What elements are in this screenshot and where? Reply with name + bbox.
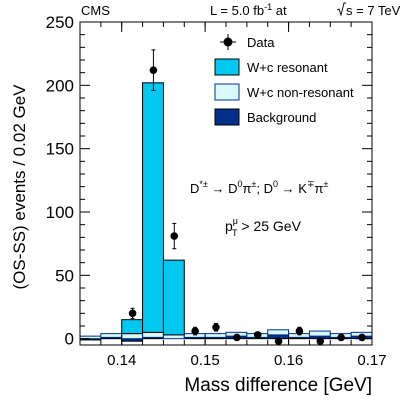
decay-d0-sup: 0 <box>237 179 242 189</box>
lumi-exponent: -1 <box>264 2 272 12</box>
data-point-3 <box>191 327 199 335</box>
y-tick-label-3: 150 <box>46 140 74 159</box>
data-point-9 <box>316 337 325 346</box>
decay-d-star: D <box>190 181 199 196</box>
bar-w-c-non-resonant-3 <box>142 331 164 338</box>
decay-pi: π <box>242 181 251 196</box>
pt-sub: T <box>232 228 238 238</box>
decay-pi2-sup: ± <box>324 179 329 189</box>
y-axis-label: (OS-SS) events / 0.02 GeV <box>10 84 29 290</box>
decay-mid: ; D <box>256 181 273 196</box>
legend-background-swatch <box>214 108 240 126</box>
y-tick-label-5: 250 <box>46 13 74 32</box>
bar-w-c-non-resonant-1 <box>100 333 123 338</box>
bar-w-c-non-resonant-6 <box>204 333 227 338</box>
legend-resonant-label: W+c resonant <box>247 60 328 75</box>
decay-d-star-sup: *± <box>199 179 208 189</box>
x-tick-label-1: 0.15 <box>191 352 220 369</box>
data-point-0 <box>128 309 137 318</box>
data-point-6 <box>253 331 262 339</box>
decay-d0b-sup: 0 <box>273 179 278 189</box>
y-tick-label-0: 0 <box>65 330 74 349</box>
bar-w-c-resonant-3 <box>142 82 164 333</box>
bar-w-c-non-resonant-4 <box>162 334 185 340</box>
decay-pi2: π <box>315 181 324 196</box>
decay-arrow-1: → D <box>208 181 238 196</box>
legend-data-marker <box>223 37 233 47</box>
x-axis-label: Mass difference [GeV] <box>184 375 372 396</box>
y-tick-label-1: 50 <box>55 266 74 285</box>
legend-nonresonant-label: W+c non-resonant <box>247 85 354 100</box>
data-point-5 <box>233 333 241 342</box>
bar-w-c-non-resonant-11 <box>308 330 331 337</box>
legend-item-nonresonant: W+c non-resonant <box>214 83 354 101</box>
legend-item-resonant: W+c resonant <box>214 58 328 76</box>
bar-w-c-non-resonant-2 <box>121 333 144 340</box>
x-tick-label-2: 0.16 <box>274 352 303 369</box>
experiment-label: CMS <box>81 3 110 18</box>
y-tick-label-4: 200 <box>46 76 74 95</box>
data-point-4 <box>212 323 220 332</box>
x-tick-label-0: 0.14 <box>107 352 136 369</box>
axis-ticks: 0.14 0.15 0.16 0.17 0 50 100 150 200 250 <box>46 13 387 369</box>
bar-w-c-resonant-4 <box>162 259 185 336</box>
pt-p: p <box>225 218 233 234</box>
data-point-10 <box>337 333 345 342</box>
sqrt-sign-icon <box>336 2 346 17</box>
bar-w-c-non-resonant-9 <box>267 329 290 336</box>
data-point-11 <box>358 333 366 342</box>
data-point-2 <box>170 232 179 240</box>
data-point-1 <box>149 66 158 74</box>
decay-k-sup: ∓ <box>307 179 315 189</box>
pt-cut: > 25 GeV <box>237 218 301 234</box>
x-tick-label-3: 0.17 <box>357 352 386 369</box>
legend: Data W+c resonant W+c non-resonant Backg… <box>214 34 354 126</box>
legend-background-label: Background <box>247 110 316 125</box>
lumi-mid-text: at <box>272 3 287 18</box>
data-point-7 <box>274 337 283 346</box>
energy-label: s = 7 TeV <box>336 2 401 18</box>
decay-channel-annotation: D*± → D0π±; D0 → K∓π± <box>190 179 329 196</box>
data-point-8 <box>295 327 304 335</box>
legend-nonresonant-swatch <box>214 83 240 101</box>
pt-cut-annotation: pμ T > 25 GeV <box>225 216 302 238</box>
data-points <box>128 49 366 346</box>
luminosity-label: L = 5.0 fb-1 at <box>210 2 287 18</box>
legend-data-label: Data <box>247 35 275 50</box>
y-tick-label-2: 100 <box>46 203 74 222</box>
decay-arrow-2: → K <box>278 181 307 196</box>
lumi-text: L = 5.0 fb <box>210 3 264 18</box>
decay-pi-sup: ± <box>251 179 256 189</box>
pt-sup: μ <box>233 216 238 226</box>
legend-item-background: Background <box>214 108 316 126</box>
legend-resonant-swatch <box>214 58 240 76</box>
bar-w-c-resonant-2 <box>121 319 144 335</box>
legend-item-data: Data <box>220 34 275 50</box>
energy-text: s = 7 TeV <box>346 3 401 18</box>
